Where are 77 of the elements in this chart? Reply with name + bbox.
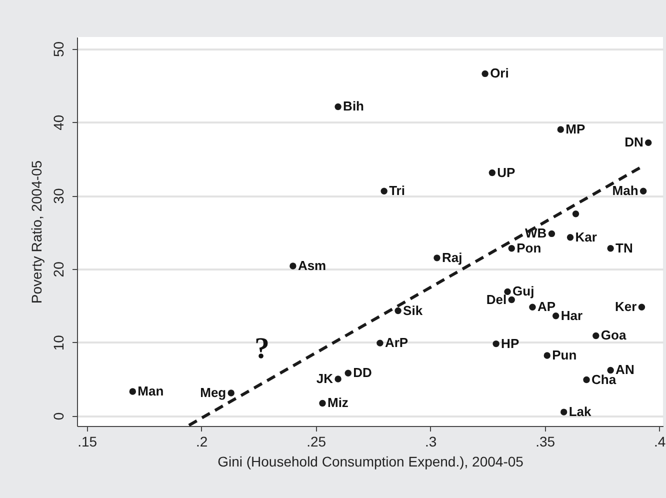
data-label: Sik <box>403 302 424 318</box>
data-label: DD <box>353 365 372 380</box>
point <box>607 245 614 252</box>
point <box>434 254 440 262</box>
data-label: MP <box>566 121 586 136</box>
data-label: Ori <box>490 66 509 81</box>
point <box>508 296 515 304</box>
point <box>504 288 511 296</box>
point <box>529 304 536 310</box>
point <box>644 139 652 146</box>
x-tick-label: .4 <box>654 434 666 450</box>
x-tick-label: .35 <box>536 434 556 450</box>
data-label: Cha <box>592 372 617 387</box>
data-label: ArP <box>384 335 408 350</box>
data-label: Lak <box>568 404 592 420</box>
point <box>583 376 590 384</box>
point <box>572 210 580 218</box>
data-label: AP <box>537 299 556 314</box>
annotation: ? <box>254 332 270 365</box>
point <box>394 307 402 314</box>
point <box>640 188 647 194</box>
point <box>508 245 515 252</box>
point <box>492 340 500 348</box>
data-label: Tri <box>389 183 405 198</box>
data-label: Raj <box>442 250 462 265</box>
point <box>380 188 388 194</box>
data-label: Kar <box>575 229 597 244</box>
data-label: AN <box>616 362 634 378</box>
data-label: Mah <box>612 183 638 198</box>
point <box>344 370 352 376</box>
data-label: Del <box>486 292 507 307</box>
point <box>488 169 496 176</box>
data-label: Har <box>560 308 583 323</box>
point <box>376 340 384 346</box>
data-label: TN <box>616 240 633 256</box>
point <box>334 376 342 382</box>
x-tick-label: .3 <box>424 434 437 450</box>
data-label: Pun <box>552 348 577 363</box>
y-tick-label: 0 <box>50 412 66 420</box>
point <box>319 400 326 407</box>
point <box>290 262 296 270</box>
data-label: Ker <box>615 299 637 314</box>
data-label: UP <box>497 164 516 180</box>
data-label: HP <box>501 336 520 351</box>
y-tick-label: 50 <box>50 41 66 58</box>
point <box>560 408 568 416</box>
x-tick-label: .2 <box>196 434 208 450</box>
x-tick-label: .15 <box>78 434 98 450</box>
y-tick-label: 40 <box>50 114 66 130</box>
y-axis-title: Poverty Ratio, 2004-05 <box>28 160 44 304</box>
point <box>552 312 560 320</box>
data-label: Goa <box>600 328 627 343</box>
data-label: Miz <box>327 395 349 410</box>
point <box>566 234 574 241</box>
data-label: Asm <box>298 258 326 273</box>
x-axis-title: Gini (Household Consumption Expend.), 2004-05 <box>218 454 524 470</box>
y-tick-label: 20 <box>50 261 66 278</box>
data-label: JK <box>316 371 334 386</box>
point <box>607 366 614 374</box>
y-tick-label: 30 <box>50 188 66 204</box>
data-label: Bih <box>343 98 364 114</box>
point <box>129 388 136 395</box>
point <box>544 352 550 359</box>
point <box>228 390 234 396</box>
point <box>334 103 342 110</box>
data-label: Meg <box>200 384 226 400</box>
data-label: DN <box>624 134 644 150</box>
data-label: Pon <box>516 240 542 256</box>
data-label: Guj <box>512 284 534 299</box>
point <box>557 126 564 133</box>
point <box>482 70 488 78</box>
y-tick-label: 10 <box>50 334 66 351</box>
point <box>592 332 600 340</box>
x-tick-label: .25 <box>306 434 326 450</box>
point <box>638 304 646 310</box>
data-label: Man <box>138 384 164 399</box>
point <box>548 230 556 238</box>
